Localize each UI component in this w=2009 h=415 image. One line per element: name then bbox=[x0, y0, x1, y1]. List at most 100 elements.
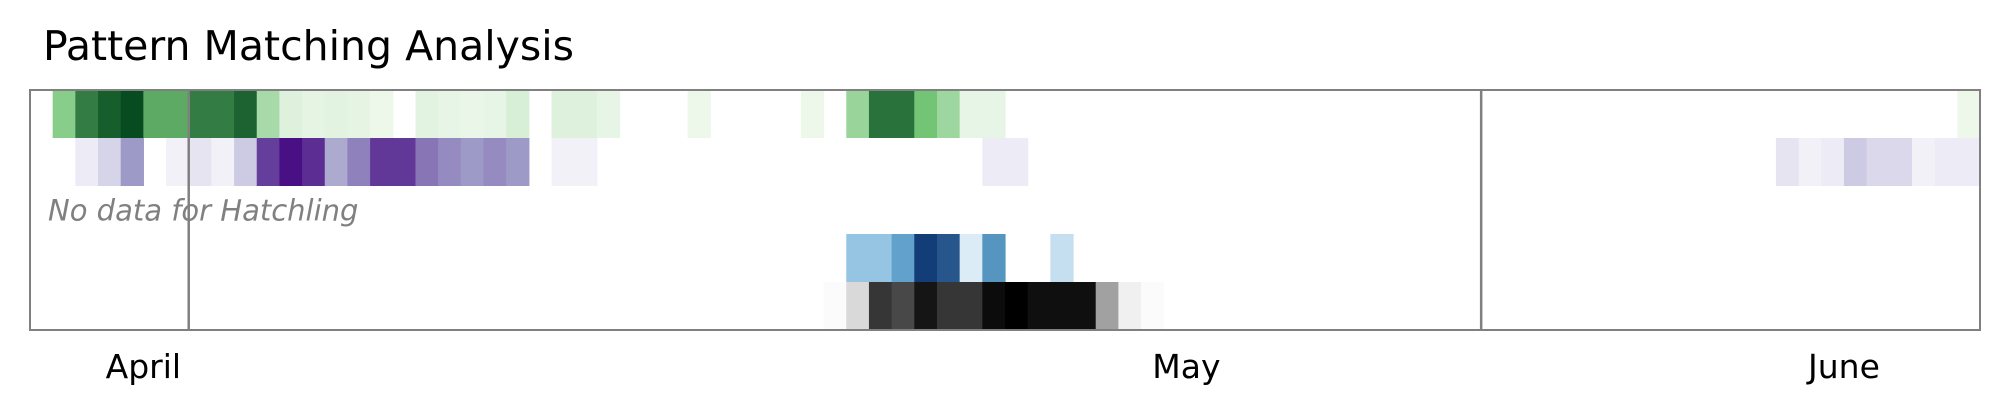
heatmap-cell bbox=[846, 234, 870, 282]
heatmap-cell bbox=[370, 138, 394, 186]
heatmap-cell bbox=[1005, 138, 1029, 186]
heatmap-cell bbox=[211, 90, 235, 138]
heatmap-cell bbox=[324, 138, 349, 186]
heatmap-row bbox=[75, 138, 1981, 186]
heatmap-cell bbox=[1095, 282, 1119, 330]
heatmap-cell bbox=[483, 138, 507, 186]
heatmap-cell bbox=[800, 90, 825, 138]
heatmap-cell bbox=[98, 90, 122, 138]
heatmap-cell bbox=[52, 90, 76, 138]
heatmap-cell bbox=[959, 234, 983, 282]
heatmap-cell bbox=[891, 90, 915, 138]
heatmap-cell bbox=[188, 138, 212, 186]
heatmap-cell bbox=[936, 234, 961, 282]
heatmap-cell bbox=[868, 282, 893, 330]
heatmap-cell bbox=[438, 138, 462, 186]
heatmap-cell bbox=[166, 90, 190, 138]
heatmap-cell bbox=[551, 138, 575, 186]
heatmap-cell bbox=[370, 90, 394, 138]
heatmap-cell bbox=[1843, 138, 1868, 186]
heatmap-cell bbox=[868, 90, 893, 138]
heatmap-cell bbox=[1027, 282, 1051, 330]
heatmap-cell bbox=[1073, 282, 1097, 330]
heatmap-cell bbox=[1957, 138, 1981, 186]
heatmap-cell bbox=[1118, 282, 1142, 330]
heatmap-cell bbox=[959, 90, 983, 138]
heatmap-cell bbox=[211, 138, 235, 186]
heatmap-cell bbox=[438, 90, 462, 138]
heatmap-cell bbox=[347, 138, 371, 186]
heatmap-cell bbox=[188, 90, 212, 138]
heatmap-cell bbox=[596, 90, 621, 138]
heatmap-cell bbox=[891, 234, 915, 282]
heatmap-cell bbox=[551, 90, 575, 138]
heatmap-cell bbox=[574, 90, 598, 138]
heatmap-cell bbox=[415, 90, 439, 138]
heatmap-cell bbox=[574, 138, 598, 186]
heatmap-cell bbox=[302, 138, 326, 186]
heatmap-cell bbox=[1775, 138, 1800, 186]
heatmap-cell bbox=[936, 282, 961, 330]
heatmap-row bbox=[846, 234, 1074, 282]
heatmap-cell bbox=[868, 234, 893, 282]
heatmap-cell bbox=[914, 90, 938, 138]
heatmap-cell bbox=[143, 90, 167, 138]
heatmap-cell bbox=[256, 90, 281, 138]
no-data-label: No data for Hatchling bbox=[48, 194, 358, 228]
chart-title: Pattern Matching Analysis bbox=[43, 22, 574, 70]
heatmap-cell bbox=[1866, 138, 1890, 186]
heatmap-cell bbox=[302, 90, 326, 138]
heatmap-cell bbox=[959, 282, 983, 330]
heatmap-cell bbox=[1957, 90, 1981, 138]
heatmap-cell bbox=[392, 138, 417, 186]
heatmap-cell bbox=[982, 234, 1006, 282]
heatmap-cell bbox=[1005, 282, 1029, 330]
heatmap-cell bbox=[506, 90, 530, 138]
month-tick-label: May bbox=[1152, 347, 1220, 386]
heatmap-cell bbox=[1889, 138, 1913, 186]
heatmap-cell bbox=[415, 138, 439, 186]
heatmap-cell bbox=[1821, 138, 1845, 186]
heatmap-cell bbox=[460, 90, 485, 138]
heatmap-cell bbox=[347, 90, 371, 138]
heatmap-row bbox=[52, 90, 1981, 138]
heatmap-cell bbox=[166, 138, 190, 186]
heatmap-cell bbox=[891, 282, 915, 330]
heatmap-cell bbox=[914, 282, 938, 330]
heatmap-cell bbox=[234, 90, 258, 138]
heatmap-cell bbox=[324, 90, 349, 138]
month-dividers bbox=[187, 90, 1483, 330]
heatmap-cell bbox=[483, 90, 507, 138]
heatmap-cell bbox=[823, 282, 847, 330]
heatmap-cell bbox=[846, 90, 870, 138]
heatmap-cell bbox=[846, 282, 870, 330]
heatmap-cell bbox=[506, 138, 530, 186]
heatmap-cell bbox=[1934, 138, 1958, 186]
axis-labels: April May June No data for Hatchling bbox=[48, 194, 1880, 386]
heatmap-cell bbox=[1050, 234, 1074, 282]
heatmap-cell bbox=[279, 138, 303, 186]
heatmap-cell bbox=[279, 90, 303, 138]
heatmap-cell bbox=[234, 138, 258, 186]
heatmap-cell bbox=[75, 90, 99, 138]
heatmap-cell bbox=[936, 90, 961, 138]
heatmap-cell bbox=[98, 138, 122, 186]
plot-frame bbox=[29, 89, 1981, 331]
heatmap-cell bbox=[256, 138, 281, 186]
heatmap-cell bbox=[75, 138, 99, 186]
heatmap-cell bbox=[1050, 282, 1074, 330]
heatmap-cell bbox=[120, 90, 144, 138]
month-tick-label: April bbox=[106, 347, 181, 386]
heatmap-cell bbox=[1141, 282, 1165, 330]
heatmap-cell bbox=[914, 234, 938, 282]
heatmap-cell bbox=[460, 138, 485, 186]
heatmap-cell bbox=[1911, 138, 1936, 186]
heatmap-cell bbox=[982, 282, 1006, 330]
heatmap-cell bbox=[120, 138, 144, 186]
heatmap-cell bbox=[982, 138, 1006, 186]
heatmap-cell bbox=[982, 90, 1006, 138]
heatmap-cells bbox=[52, 90, 1981, 330]
heatmap-cell bbox=[1798, 138, 1822, 186]
heatmap-cell bbox=[687, 90, 711, 138]
